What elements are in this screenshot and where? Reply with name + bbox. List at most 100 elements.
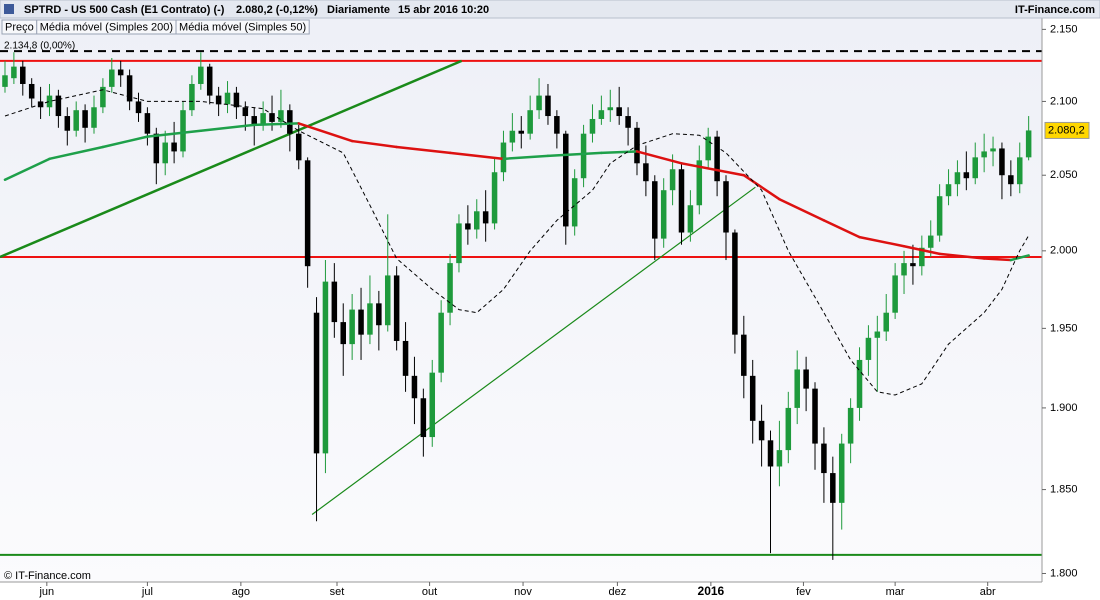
x-tick-label: abr xyxy=(980,586,996,598)
candle-body xyxy=(2,75,8,87)
candle-body xyxy=(936,196,943,236)
candle-body xyxy=(438,312,444,373)
candle-body xyxy=(776,450,783,467)
candle-body xyxy=(785,407,792,451)
legend-label: Preço xyxy=(5,21,34,33)
legend-box xyxy=(175,19,310,35)
candle-body xyxy=(260,113,266,125)
x-tick-label: mar xyxy=(886,586,905,598)
candle-body xyxy=(117,69,124,76)
moving-average-segment xyxy=(902,244,941,256)
candle-body xyxy=(215,95,222,105)
candle-body xyxy=(954,172,961,185)
candle-body xyxy=(696,160,703,206)
y-tick-label: 2.050 xyxy=(1050,169,1078,181)
plot-area xyxy=(0,18,1042,582)
header-price: 2.080,2 (-0,12%) xyxy=(236,4,318,16)
moving-average-segment xyxy=(146,129,203,138)
candle-body xyxy=(741,334,747,376)
candle-body xyxy=(669,169,676,191)
copyright: © IT-Finance.com xyxy=(4,570,91,582)
candle-body xyxy=(251,116,257,125)
candle-body xyxy=(589,118,596,134)
legend-item: Média móvel (Simples 50) xyxy=(175,19,310,35)
candle-body xyxy=(830,473,836,503)
candle-body xyxy=(643,163,649,182)
moving-average-segment xyxy=(546,151,603,158)
candle-body xyxy=(411,375,418,399)
candle-body xyxy=(295,133,302,161)
candle-body xyxy=(1025,130,1032,158)
candle-body xyxy=(100,86,106,108)
candle-body xyxy=(856,359,863,408)
plot: 2.134,8 (0,00%) xyxy=(0,41,1042,560)
moving-average-segment xyxy=(778,197,826,222)
header-brand: IT-Finance.com xyxy=(1015,4,1095,16)
x-tick-label: set xyxy=(330,586,345,598)
candle-body xyxy=(233,92,240,108)
candle-body xyxy=(821,443,827,474)
y-tick-label: 2.100 xyxy=(1050,95,1078,107)
candle-body xyxy=(376,303,382,326)
x-tick-label: jun xyxy=(38,586,54,598)
candle-body xyxy=(571,178,578,227)
moving-average-segment xyxy=(680,162,746,177)
candle-body xyxy=(678,169,685,233)
x-tick-label: fev xyxy=(796,586,811,598)
moving-average-segment xyxy=(252,122,300,127)
candle-body xyxy=(527,110,533,134)
candle-body xyxy=(972,157,978,179)
last-price-box xyxy=(1044,121,1090,139)
candle-body xyxy=(563,133,569,227)
candle-body xyxy=(304,160,311,267)
candle-body xyxy=(616,107,622,117)
candle-body xyxy=(180,110,186,152)
moving-average-segment xyxy=(448,151,505,161)
candle-body xyxy=(482,211,489,224)
candle-body xyxy=(349,309,355,345)
candle-body xyxy=(55,95,62,117)
candle-body xyxy=(758,420,765,441)
y-tick-label: 2.000 xyxy=(1050,245,1078,257)
moving-average-segment xyxy=(742,173,781,201)
candle-body xyxy=(287,110,293,134)
candle-body xyxy=(367,303,373,335)
x-tick-label: dez xyxy=(609,586,627,598)
candle-body xyxy=(11,66,17,79)
candle-body xyxy=(82,110,88,128)
candle-body xyxy=(794,369,800,408)
x-tick-label: ago xyxy=(232,586,250,598)
candle-body xyxy=(883,312,889,332)
candle-body xyxy=(64,116,71,131)
header-timestamp: 15 abr 2016 10:20 xyxy=(398,4,489,16)
candle-body xyxy=(420,398,427,438)
candle-body xyxy=(456,223,462,264)
candle-body xyxy=(554,116,560,134)
x-tick-label: 2016 xyxy=(698,584,725,598)
candle-body xyxy=(198,66,204,84)
candle-body xyxy=(652,181,658,239)
candle-body xyxy=(660,190,667,239)
x-tick-label: jul xyxy=(141,586,153,598)
candle-body xyxy=(28,83,35,99)
moving-average-segment xyxy=(297,122,354,143)
candle-body xyxy=(536,95,542,111)
moving-average-segment xyxy=(3,157,51,181)
candle-body xyxy=(545,95,551,117)
candle-body xyxy=(518,130,525,134)
last-price-label: 2.080,2 xyxy=(1048,124,1085,136)
candle-body xyxy=(91,107,97,128)
candle-body xyxy=(714,136,720,182)
candle-body xyxy=(981,151,987,158)
moving-average xyxy=(4,89,1030,396)
moving-average-segment xyxy=(350,139,398,149)
candle-body xyxy=(340,322,346,345)
y-tick-label: 1.950 xyxy=(1050,322,1078,334)
candle-body xyxy=(429,372,436,438)
candle-body xyxy=(500,142,507,173)
x-tick-label: nov xyxy=(514,586,532,598)
candle-body xyxy=(491,172,498,224)
moving-average-segment xyxy=(858,235,906,248)
candle-body xyxy=(384,275,391,326)
